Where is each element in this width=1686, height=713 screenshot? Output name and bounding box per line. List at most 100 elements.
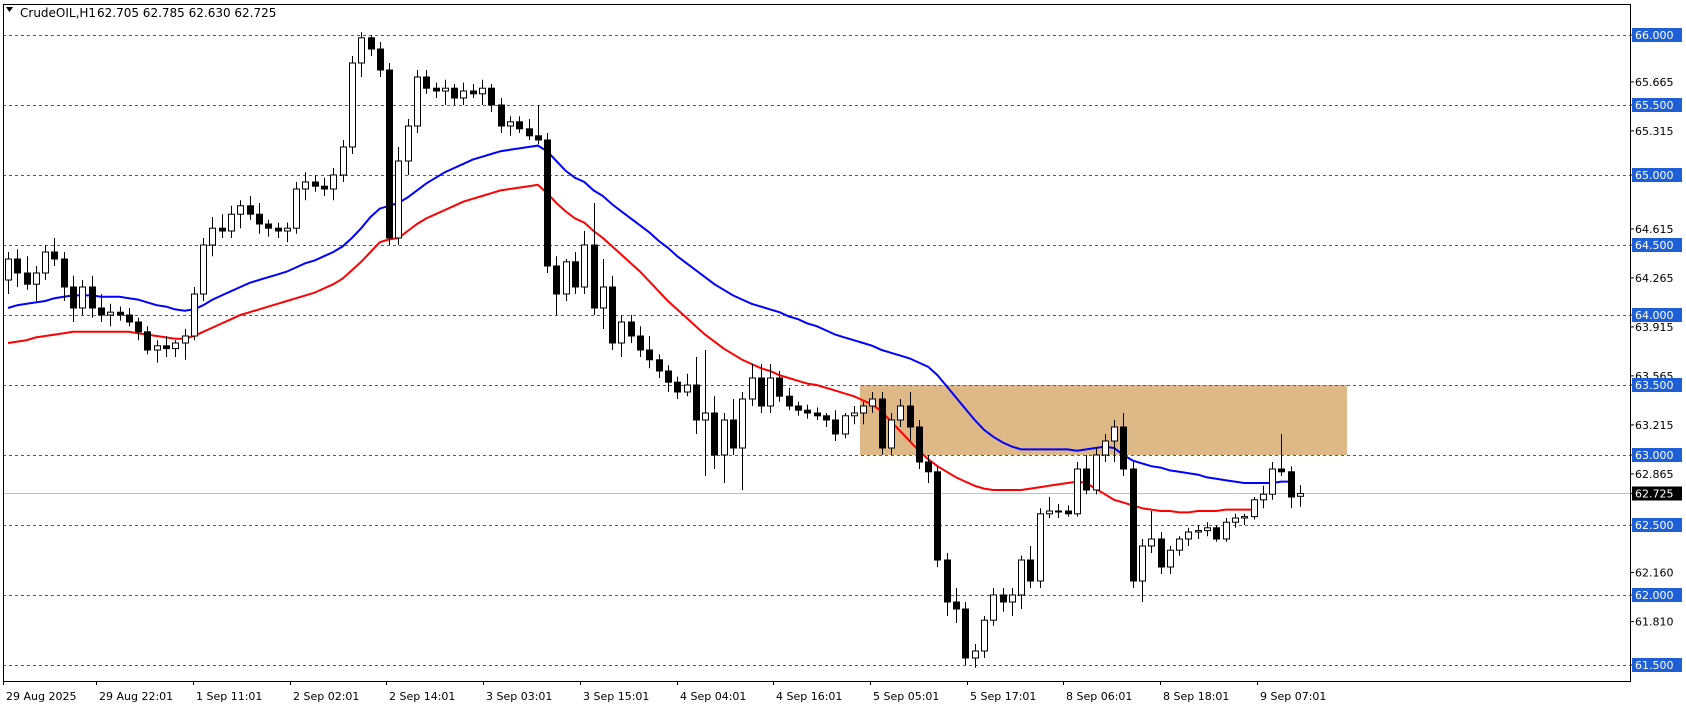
candle[interactable] <box>665 365 672 392</box>
candle[interactable] <box>117 306 124 321</box>
candle[interactable] <box>1000 588 1007 612</box>
candle[interactable] <box>154 340 161 363</box>
candle[interactable] <box>693 357 700 434</box>
candle[interactable] <box>42 245 49 280</box>
candle[interactable] <box>934 466 941 567</box>
candle[interactable] <box>1018 555 1025 609</box>
candle[interactable] <box>944 553 951 616</box>
candle[interactable] <box>256 203 263 234</box>
candle[interactable] <box>24 256 31 290</box>
candle[interactable] <box>972 644 979 668</box>
candle[interactable] <box>656 354 663 378</box>
candle[interactable] <box>1037 508 1044 588</box>
candle[interactable] <box>1046 497 1053 518</box>
candle[interactable] <box>1027 546 1034 588</box>
candle[interactable] <box>1055 504 1062 518</box>
candle[interactable] <box>749 364 756 406</box>
candle[interactable] <box>711 396 718 469</box>
candle[interactable] <box>981 616 988 658</box>
candle[interactable] <box>1148 511 1155 553</box>
candle[interactable] <box>739 392 746 490</box>
candle[interactable] <box>786 387 793 411</box>
candle[interactable] <box>293 182 300 234</box>
candle[interactable] <box>33 266 40 301</box>
candle[interactable] <box>823 413 830 427</box>
candle[interactable] <box>470 84 477 98</box>
candle[interactable] <box>804 404 811 419</box>
candle[interactable] <box>51 238 58 266</box>
candle[interactable] <box>516 116 523 133</box>
candle[interactable] <box>135 317 142 341</box>
candle[interactable] <box>1204 522 1211 537</box>
candle[interactable] <box>637 326 644 357</box>
candle[interactable] <box>1241 513 1248 525</box>
candle[interactable] <box>1185 527 1192 546</box>
candle[interactable] <box>405 119 412 175</box>
candle[interactable] <box>386 63 393 245</box>
candle[interactable] <box>684 373 691 397</box>
candle[interactable] <box>591 203 598 315</box>
candle[interactable] <box>646 336 653 369</box>
candle[interactable] <box>312 175 319 192</box>
candle[interactable] <box>628 315 635 343</box>
candle[interactable] <box>609 275 616 350</box>
candle[interactable] <box>5 252 12 294</box>
candle[interactable] <box>498 98 505 133</box>
candle[interactable] <box>563 259 570 301</box>
candle[interactable] <box>953 588 960 623</box>
candle[interactable] <box>209 217 216 257</box>
candle[interactable] <box>237 200 244 229</box>
candle[interactable] <box>126 308 133 327</box>
dropdown-triangle-icon[interactable] <box>6 7 13 12</box>
candle[interactable] <box>200 238 207 301</box>
candle[interactable] <box>144 326 151 355</box>
candle[interactable] <box>544 133 551 273</box>
candle[interactable] <box>1269 462 1276 500</box>
candle[interactable] <box>451 84 458 105</box>
candle[interactable] <box>265 219 272 237</box>
candle[interactable] <box>526 119 533 140</box>
candle[interactable] <box>581 231 588 294</box>
candle[interactable] <box>182 329 189 360</box>
candle[interactable] <box>916 420 923 469</box>
candle[interactable] <box>869 392 876 413</box>
candle[interactable] <box>70 275 77 322</box>
candle[interactable] <box>330 168 337 201</box>
candle[interactable] <box>423 70 430 94</box>
candle[interactable] <box>1083 455 1090 495</box>
candle[interactable] <box>433 82 440 98</box>
candle[interactable] <box>321 177 328 196</box>
candle[interactable] <box>888 413 895 455</box>
candle[interactable] <box>219 214 226 238</box>
candle[interactable] <box>832 410 839 441</box>
candle[interactable] <box>535 105 542 145</box>
candle[interactable] <box>507 116 514 136</box>
candle[interactable] <box>776 371 783 402</box>
candles-layer[interactable] <box>5 32 1304 668</box>
candle[interactable] <box>814 407 821 420</box>
candle[interactable] <box>488 84 495 112</box>
candle[interactable] <box>1074 462 1081 517</box>
candle[interactable] <box>107 303 114 327</box>
candle[interactable] <box>98 294 105 322</box>
candle[interactable] <box>163 336 170 357</box>
candle[interactable] <box>284 222 291 243</box>
candle[interactable] <box>758 364 765 413</box>
candle[interactable] <box>1213 525 1220 542</box>
candle[interactable] <box>674 376 681 399</box>
candle[interactable] <box>1288 466 1295 509</box>
candle[interactable] <box>1158 532 1165 574</box>
candle[interactable] <box>897 399 904 427</box>
candle[interactable] <box>600 259 607 329</box>
candle[interactable] <box>368 35 375 56</box>
candle[interactable] <box>1130 462 1137 588</box>
candle[interactable] <box>907 392 914 441</box>
candle[interactable] <box>172 340 179 357</box>
candle[interactable] <box>302 172 309 201</box>
candle[interactable] <box>14 249 21 287</box>
candle[interactable] <box>1102 434 1109 462</box>
candle[interactable] <box>730 399 737 455</box>
candle[interactable] <box>1111 420 1118 462</box>
candle[interactable] <box>1093 448 1100 495</box>
